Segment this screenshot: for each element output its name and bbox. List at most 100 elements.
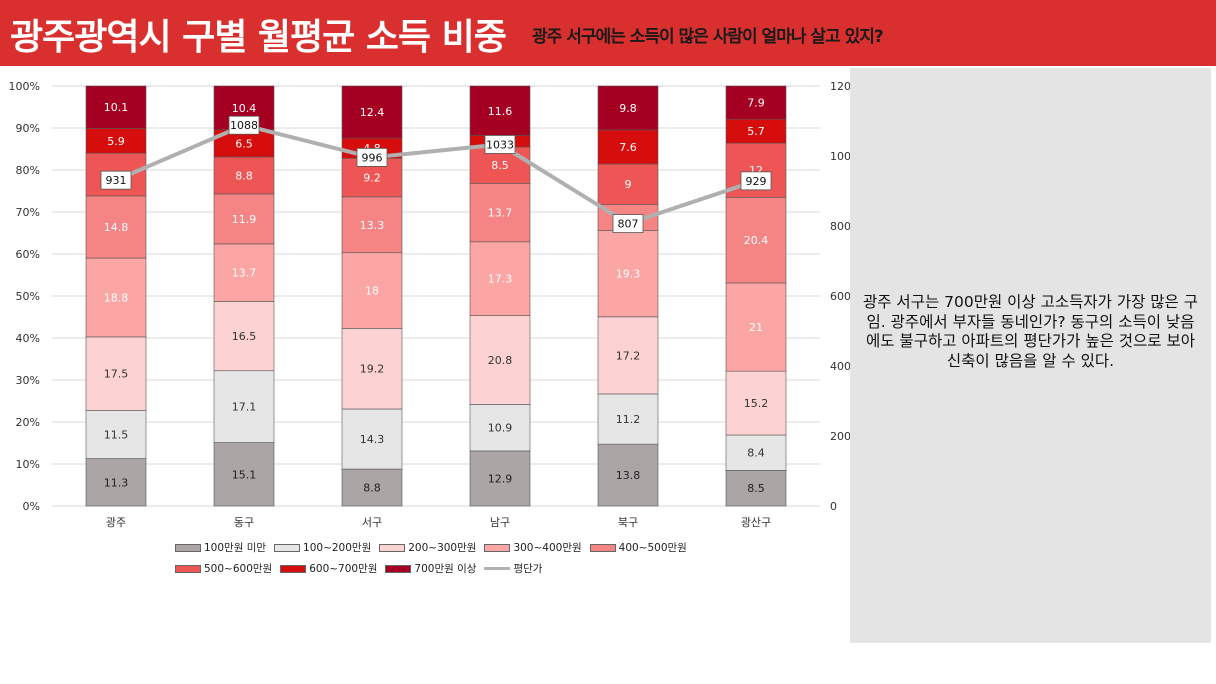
legend-swatch: [484, 543, 511, 552]
page-subtitle: 광주 서구에는 소득이 많은 사람이 얼마나 살고 있지?: [532, 27, 884, 47]
x-tick-label: 광주: [106, 516, 126, 529]
x-tick-label: 남구: [490, 516, 510, 529]
x-tick-label: 동구: [234, 516, 254, 529]
price-label: 807: [618, 218, 639, 231]
bar-segment: [213, 243, 275, 302]
legend-item: 400~500만원: [589, 540, 687, 555]
y-left-tick-label: 50%: [16, 290, 40, 303]
legend-item: 600~700만원: [280, 561, 377, 576]
price-label-box: [740, 171, 772, 191]
legend-item: 평단가: [484, 561, 542, 576]
legend-label: 100만원 미만: [204, 542, 267, 554]
bar-segment: [597, 163, 659, 205]
y-left-tick-label: 30%: [16, 374, 40, 387]
data-label: 16.5: [232, 330, 257, 343]
x-tick-label: 북구: [618, 516, 638, 529]
data-label: 14.8: [104, 221, 129, 234]
bar-segment: [85, 85, 147, 129]
x-tick-label: 서구: [362, 516, 382, 529]
bar-segment: [213, 370, 275, 443]
data-label: 14.3: [360, 433, 385, 446]
data-label: 10.1: [104, 101, 129, 114]
page-title: 광주광역시 구별 월평균 소득 비중: [10, 17, 507, 58]
bar-segment: [725, 282, 787, 372]
y-left-tick-label: 100%: [9, 80, 40, 93]
bar-segment: [341, 408, 403, 470]
price-label: 929: [746, 175, 767, 188]
bar-segment: [213, 193, 275, 245]
data-label: 8.5: [491, 159, 509, 172]
legend-label: 평단가: [513, 563, 543, 575]
legend-swatch: [274, 543, 301, 552]
y-right-tick-label: 0: [830, 500, 837, 513]
y-left-tick-label: 20%: [16, 416, 40, 429]
bar-segment: [213, 301, 275, 372]
chart-area: 0% 10% 20% 30% 40% 50% 60% 70% 80% 90% 100% 0 200 400…: [0, 66, 858, 586]
price-label: 931: [106, 174, 127, 187]
price-label: 1088: [230, 119, 258, 132]
legend-label: 300~400만원: [513, 542, 582, 554]
bar-segment: [341, 252, 403, 329]
data-label: 6.5: [235, 137, 253, 150]
data-label: 18.8: [104, 291, 129, 304]
data-label: 15.1: [232, 468, 257, 481]
data-label: 17.1: [232, 401, 257, 414]
legend-row: 100만원 미만 100~200만원 200~300만원 300~400만원 400~5…: [175, 540, 735, 555]
data-label: 13.7: [488, 207, 513, 220]
bar-segment: [597, 393, 659, 445]
legend-item: 100만원 미만: [175, 540, 266, 555]
data-label: 8.8: [235, 169, 253, 182]
data-label: 19.3: [616, 268, 641, 281]
data-label: 13.8: [616, 469, 641, 482]
legend-item: 700만원 이상: [385, 561, 476, 576]
commentary-panel: 광주 서구는 700만원 이상 고소득자가 가장 많은 구임. 광주에서 부자들…: [850, 68, 1211, 643]
y-right-tick-label: 200: [830, 430, 850, 443]
price-label: 1033: [486, 138, 514, 151]
bar-segment: [213, 442, 275, 507]
bar-segment: [85, 410, 147, 459]
legend-label: 200~300만원: [408, 542, 477, 554]
data-label: 11.3: [104, 476, 129, 489]
header-bar: 광주광역시 구별 월평균 소득 비중 광주 서구에는 소득이 많은 사람이 얼마…: [0, 0, 1216, 66]
data-label: 17.2: [616, 349, 641, 362]
legend-swatch: [175, 564, 201, 573]
bar-segment: [85, 336, 147, 411]
bar-segment: [85, 458, 147, 507]
data-label: 9: [625, 178, 632, 191]
data-label: 5.7: [747, 125, 765, 138]
y-left-tick-label: 70%: [16, 206, 40, 219]
y-right-tick-label: 800: [830, 220, 850, 233]
data-label: 18: [365, 285, 379, 298]
data-label: 20.4: [744, 234, 769, 247]
bar-segment: [725, 370, 787, 436]
bar-segment: [597, 316, 659, 395]
y-left-tick-label: 0%: [23, 500, 40, 513]
commentary-text: 광주 서구는 700만원 이상 고소득자가 가장 많은 구임. 광주에서 부자들…: [862, 293, 1198, 370]
data-label: 17.5: [104, 368, 129, 381]
price-label-box: [228, 115, 260, 135]
price-label: 996: [362, 151, 383, 164]
stacked-bar-chart: 0% 10% 20% 30% 40% 50% 60% 70% 80% 90% 100% 0 200 400…: [9, 80, 858, 529]
bar-segment: [341, 328, 403, 410]
bar-segment: [597, 85, 659, 131]
data-label: 8.4: [747, 447, 765, 460]
data-label: 9.2: [363, 172, 381, 185]
legend-row: 500~600만원 600~700만원 700만원 이상 평단가: [175, 561, 735, 576]
chart-legend: 100만원 미만 100~200만원 200~300만원 300~400만원 400~5…: [175, 540, 735, 582]
data-label: 11.6: [488, 105, 513, 118]
legend-label: 500~600만원: [204, 563, 273, 575]
bar-segment: [597, 443, 659, 507]
price-line: [115, 123, 757, 226]
bar-segment: [341, 196, 403, 254]
price-label-box: [484, 135, 516, 154]
legend-label: 100~200만원: [303, 542, 372, 554]
data-label: 12.9: [488, 472, 513, 485]
data-label: 7.9: [747, 97, 765, 110]
legend-item: 100~200만원: [274, 540, 371, 555]
legend-label: 400~500만원: [618, 542, 687, 554]
bar-segment: [725, 197, 787, 284]
bar-segment: [725, 85, 787, 120]
data-label: 8.8: [363, 482, 381, 495]
bar-segment: [597, 129, 659, 165]
y-left-tick-label: 90%: [16, 122, 40, 135]
